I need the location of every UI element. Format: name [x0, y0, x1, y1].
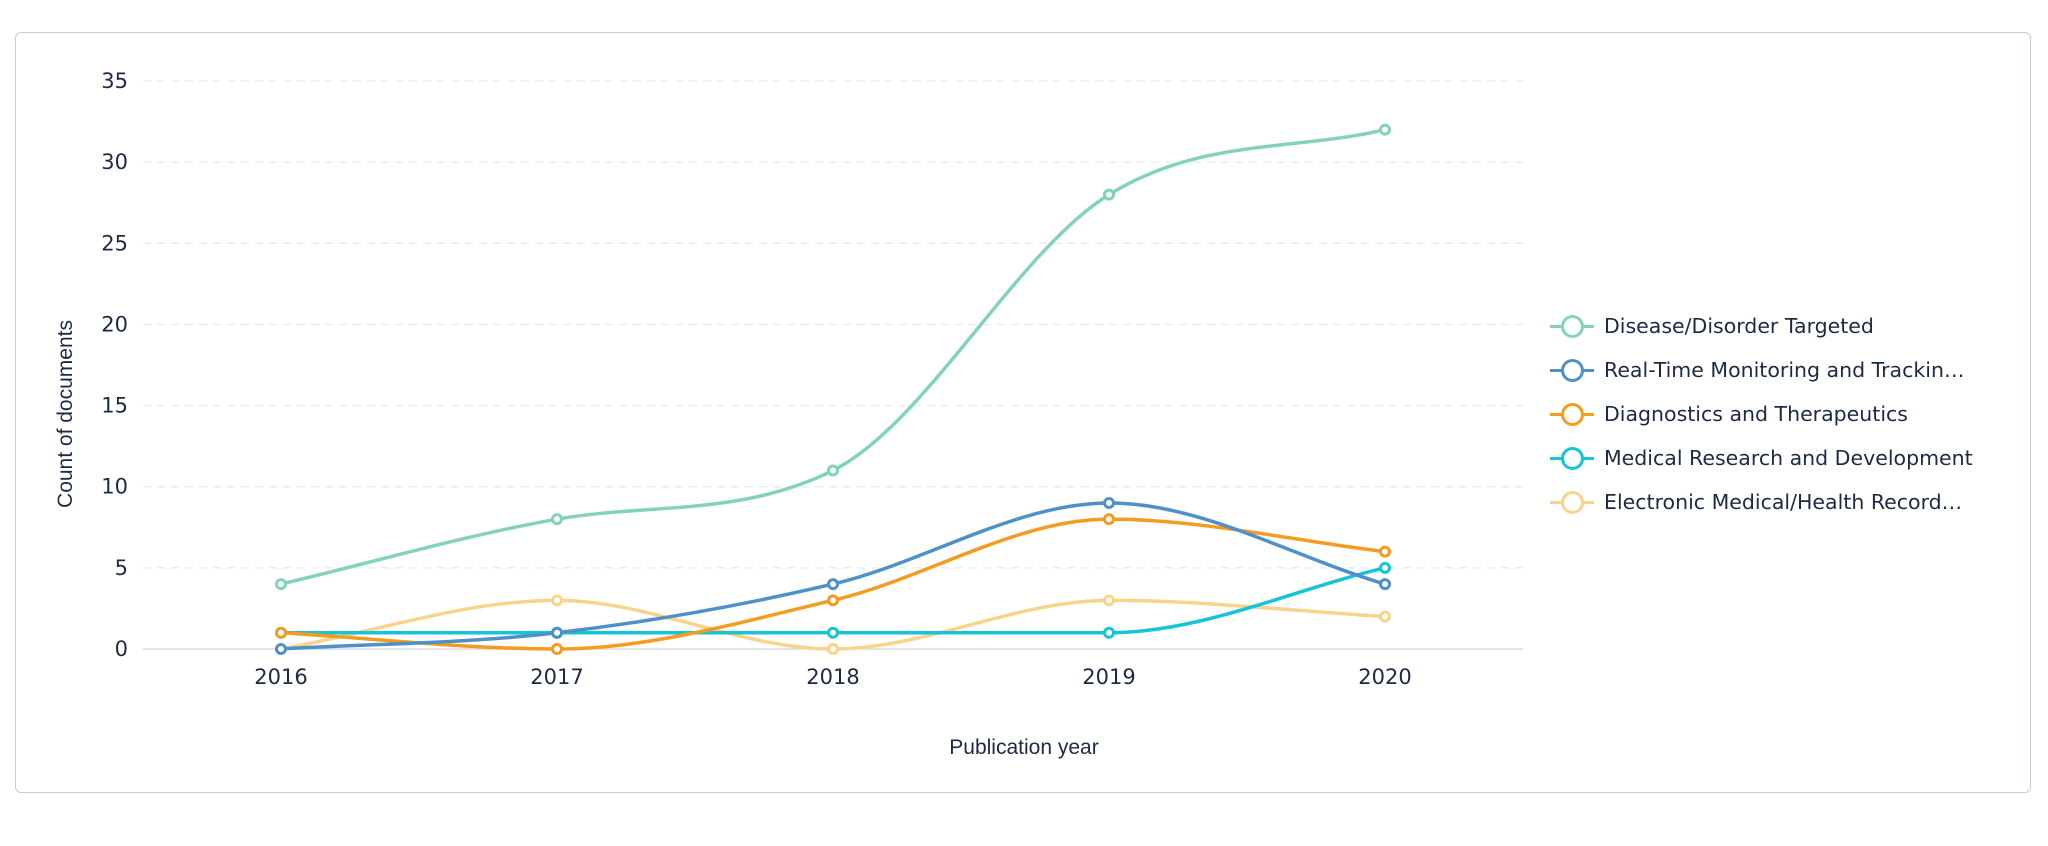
legend-marker-icon	[1550, 315, 1594, 338]
data-point	[551, 594, 563, 607]
x-axis-title: Publication year	[949, 736, 1098, 759]
data-point	[827, 578, 839, 591]
chart-card	[15, 32, 2031, 793]
legend-label: Medical Research and Development	[1604, 446, 1973, 470]
data-point	[827, 464, 839, 477]
data-point	[551, 513, 563, 526]
legend-item[interactable]: Medical Research and Development	[1550, 436, 1973, 480]
data-point	[275, 626, 287, 639]
y-tick-label: 30	[101, 150, 128, 174]
data-point	[827, 626, 839, 639]
series-lines	[280, 127, 1386, 651]
legend-label: Real-Time Monitoring and Trackin…	[1604, 358, 1965, 382]
legend-marker-icon	[1550, 359, 1594, 382]
x-tick-label: 2018	[806, 665, 859, 689]
x-tick-label: 2020	[1358, 665, 1411, 689]
data-point	[551, 643, 563, 655]
y-axis-ticks: 0 5 10 15 20 25 30 35	[101, 69, 128, 661]
data-point	[1103, 188, 1115, 201]
x-tick-label: 2016	[254, 665, 307, 689]
legend-item[interactable]: Disease/Disorder Targeted	[1550, 304, 1973, 348]
y-axis-title: Count of documents	[54, 320, 77, 508]
y-tick-label: 10	[101, 475, 128, 499]
x-axis-ticks: 2016 2017 2018 2019 2020	[254, 665, 1411, 689]
data-point	[827, 594, 839, 607]
series-line	[280, 127, 1386, 586]
y-tick-label: 15	[101, 394, 128, 418]
data-point	[1103, 626, 1115, 639]
legend-label: Electronic Medical/Health Record…	[1604, 490, 1963, 514]
legend-marker-icon	[1550, 403, 1594, 426]
legend-item[interactable]: Electronic Medical/Health Record…	[1550, 480, 1973, 524]
y-tick-label: 5	[115, 556, 128, 580]
data-point	[1379, 578, 1391, 591]
legend-item[interactable]: Real-Time Monitoring and Trackin…	[1550, 348, 1973, 392]
legend: Disease/Disorder Targeted Real-Time Monit…	[1550, 304, 1973, 524]
data-point	[1379, 123, 1391, 136]
data-point	[1379, 610, 1391, 623]
series-points	[275, 123, 1391, 655]
data-point	[1103, 594, 1115, 607]
data-point	[827, 643, 839, 655]
legend-marker-icon	[1550, 447, 1594, 470]
data-point	[1103, 496, 1115, 509]
x-tick-label: 2019	[1082, 665, 1135, 689]
y-tick-label: 0	[115, 637, 128, 661]
legend-label: Disease/Disorder Targeted	[1604, 314, 1874, 338]
y-tick-label: 25	[101, 231, 128, 255]
data-point	[1103, 513, 1115, 526]
data-point	[1379, 561, 1391, 574]
legend-label: Diagnostics and Therapeutics	[1604, 402, 1908, 426]
y-tick-label: 20	[101, 312, 128, 336]
grid-lines	[143, 80, 1523, 650]
data-point	[551, 626, 563, 639]
legend-marker-icon	[1550, 491, 1594, 514]
y-tick-label: 35	[101, 69, 128, 93]
x-tick-label: 2017	[530, 665, 583, 689]
data-point	[275, 578, 287, 591]
data-point	[275, 643, 287, 655]
legend-item[interactable]: Diagnostics and Therapeutics	[1550, 392, 1973, 436]
data-point	[1379, 545, 1391, 558]
